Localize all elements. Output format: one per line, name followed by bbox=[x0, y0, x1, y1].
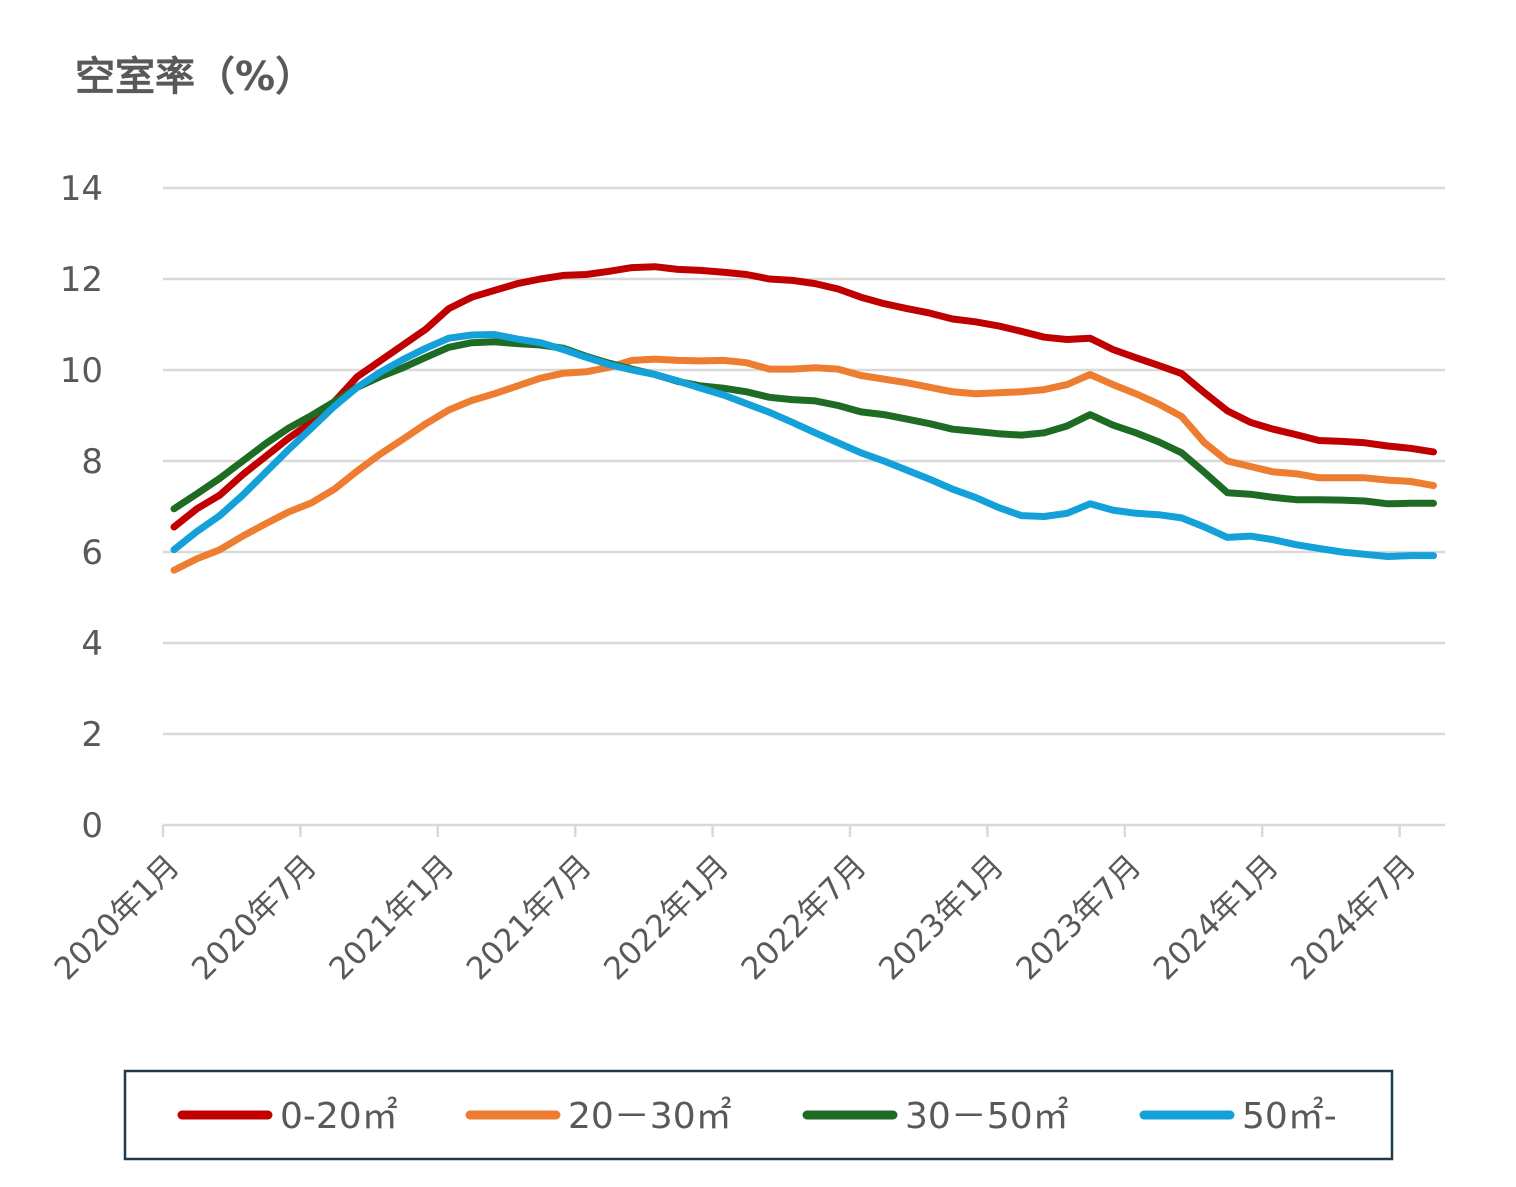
y-tick-label: 12 bbox=[60, 260, 103, 300]
y-tick-labels: 0 2 4 6 8 10 12 14 bbox=[60, 169, 103, 846]
x-tick-label: 2022年1月 bbox=[597, 848, 736, 987]
legend-label: 30－50㎡ bbox=[905, 1095, 1069, 1137]
x-tick-label: 2023年7月 bbox=[1009, 848, 1148, 987]
y-axis-title: 空室率（%） bbox=[75, 54, 315, 100]
series-lines bbox=[170, 263, 1437, 574]
x-tick-label: 2022年7月 bbox=[735, 848, 874, 987]
y-tick-label: 2 bbox=[81, 715, 103, 755]
y-tick-label: 10 bbox=[60, 351, 103, 391]
series-line-3 bbox=[170, 331, 1437, 560]
x-axis: 2020年1月2020年7月2021年1月2021年7月2022年1月2022年… bbox=[48, 823, 1445, 987]
y-tick-label: 8 bbox=[81, 442, 103, 482]
y-tick-label: 0 bbox=[81, 806, 103, 846]
series-line-1 bbox=[170, 355, 1437, 574]
x-tick-label: 2021年7月 bbox=[460, 848, 599, 987]
x-tick-label: 2023年1月 bbox=[872, 848, 1011, 987]
legend-label: 20－30㎡ bbox=[568, 1095, 732, 1137]
x-tick-label: 2021年1月 bbox=[322, 848, 461, 987]
gridlines bbox=[163, 186, 1445, 736]
legend-label: 50㎡- bbox=[1242, 1095, 1337, 1137]
x-tick-label: 2024年1月 bbox=[1147, 848, 1286, 987]
y-tick-label: 6 bbox=[81, 533, 103, 573]
series-line-2 bbox=[170, 338, 1437, 513]
y-tick-label: 4 bbox=[81, 624, 103, 664]
x-tick-label: 2020年7月 bbox=[185, 848, 324, 987]
x-tick-label: 2020年1月 bbox=[48, 848, 187, 987]
legend: 0-20㎡ 20－30㎡ 30－50㎡ 50㎡- bbox=[123, 1069, 1394, 1161]
x-tick-label: 2024年7月 bbox=[1284, 848, 1423, 987]
series-line-0 bbox=[170, 263, 1437, 531]
legend-label: 0-20㎡ bbox=[280, 1095, 398, 1137]
y-tick-label: 14 bbox=[60, 169, 103, 209]
